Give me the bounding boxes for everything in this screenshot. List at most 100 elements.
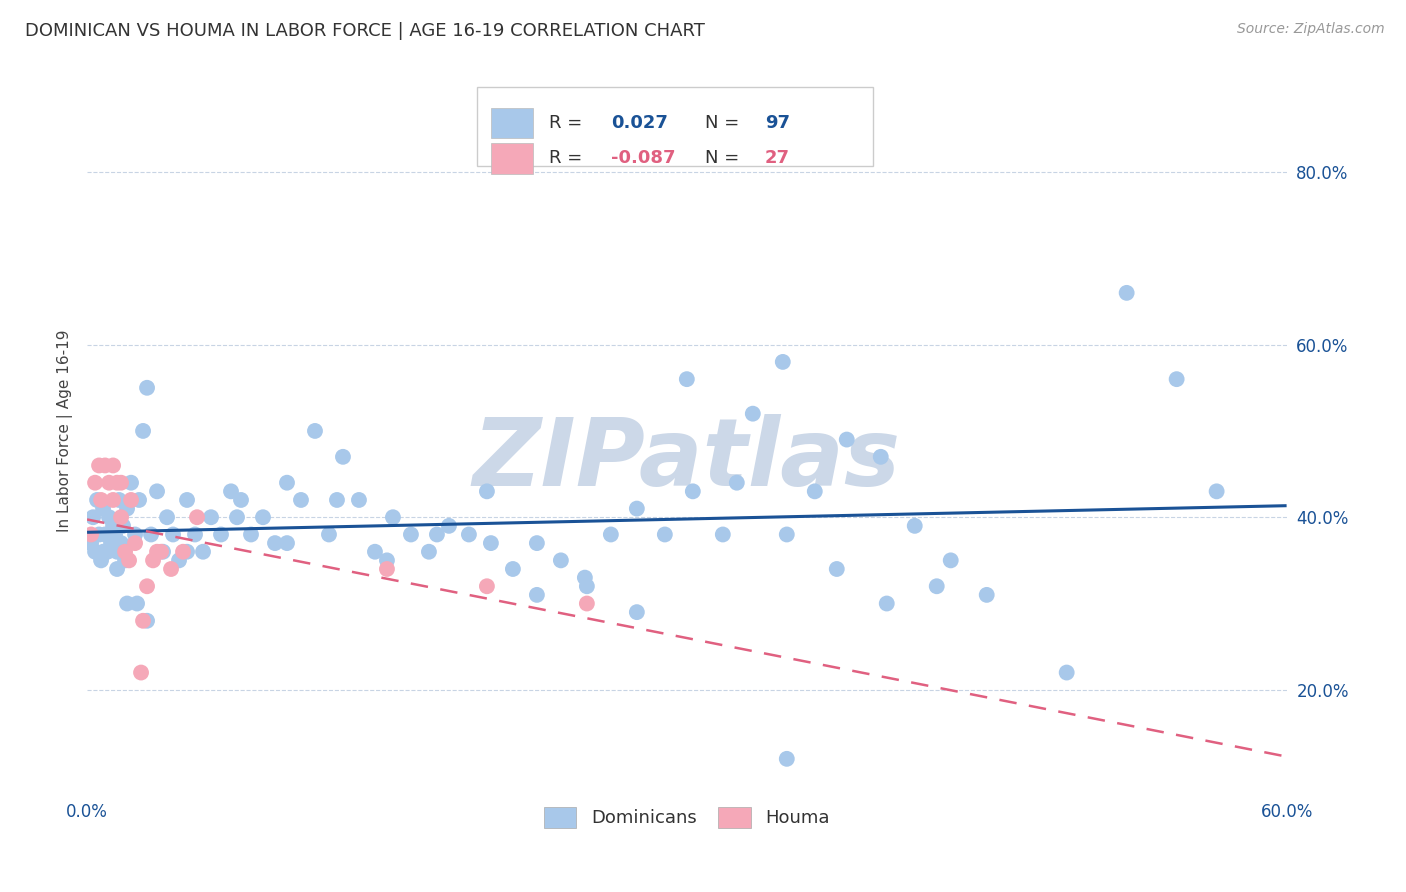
Point	[101, 458, 124, 473]
Point	[326, 492, 349, 507]
Point	[160, 562, 183, 576]
Point	[115, 501, 138, 516]
Point	[90, 553, 112, 567]
Point	[114, 545, 136, 559]
Point	[152, 545, 174, 559]
Point	[626, 605, 648, 619]
FancyBboxPatch shape	[491, 144, 533, 174]
Point	[156, 510, 179, 524]
Point	[136, 579, 159, 593]
Point	[526, 536, 548, 550]
Point	[94, 527, 117, 541]
Point	[98, 510, 121, 524]
Point	[475, 484, 498, 499]
Point	[772, 355, 794, 369]
Point	[176, 545, 198, 559]
Point	[676, 372, 699, 386]
Text: DOMINICAN VS HOUMA IN LABOR FORCE | AGE 16-19 CORRELATION CHART: DOMINICAN VS HOUMA IN LABOR FORCE | AGE …	[25, 22, 706, 40]
Point	[94, 458, 117, 473]
Point	[252, 510, 274, 524]
Point	[80, 527, 103, 541]
Point	[86, 492, 108, 507]
Point	[381, 510, 404, 524]
Point	[825, 562, 848, 576]
Point	[200, 510, 222, 524]
Point	[229, 492, 252, 507]
Point	[458, 527, 481, 541]
Point	[146, 484, 169, 499]
Point	[112, 519, 135, 533]
Point	[118, 553, 141, 567]
Point	[835, 433, 858, 447]
Point	[114, 553, 136, 567]
Point	[96, 545, 118, 559]
Point	[399, 527, 422, 541]
Point	[776, 527, 799, 541]
Text: R =: R =	[548, 149, 582, 168]
Point	[90, 492, 112, 507]
Point	[550, 553, 572, 567]
Point	[150, 545, 173, 559]
Point	[804, 484, 827, 499]
Point	[124, 536, 146, 550]
Point	[96, 545, 118, 559]
Point	[939, 553, 962, 567]
Point	[139, 527, 162, 541]
Point	[240, 527, 263, 541]
Point	[925, 579, 948, 593]
Point	[184, 527, 207, 541]
Legend: Dominicans, Houma: Dominicans, Houma	[537, 800, 837, 835]
Text: -0.087: -0.087	[612, 149, 676, 168]
Point	[167, 553, 190, 567]
Point	[226, 510, 249, 524]
Point	[191, 545, 214, 559]
Point	[87, 458, 110, 473]
Point	[128, 492, 150, 507]
Point	[347, 492, 370, 507]
Point	[276, 475, 298, 490]
Point	[108, 492, 131, 507]
Point	[176, 492, 198, 507]
Text: R =: R =	[548, 114, 582, 132]
Point	[101, 492, 124, 507]
Point	[276, 536, 298, 550]
FancyBboxPatch shape	[477, 87, 873, 167]
Point	[1205, 484, 1227, 499]
Point	[209, 527, 232, 541]
Point	[475, 579, 498, 593]
Text: N =: N =	[704, 149, 740, 168]
Point	[290, 492, 312, 507]
Point	[136, 381, 159, 395]
Point	[711, 527, 734, 541]
Point	[575, 579, 598, 593]
Point	[526, 588, 548, 602]
Point	[146, 545, 169, 559]
Point	[418, 545, 440, 559]
Point	[318, 527, 340, 541]
Point	[725, 475, 748, 490]
Point	[575, 597, 598, 611]
Point	[682, 484, 704, 499]
Point	[129, 665, 152, 680]
Point	[125, 597, 148, 611]
Point	[364, 545, 387, 559]
Point	[375, 562, 398, 576]
Point	[574, 571, 596, 585]
Point	[654, 527, 676, 541]
Point	[162, 527, 184, 541]
Point	[626, 501, 648, 516]
Point	[976, 588, 998, 602]
Point	[98, 475, 121, 490]
Point	[437, 519, 460, 533]
Point	[84, 545, 107, 559]
Point	[479, 536, 502, 550]
Point	[869, 450, 891, 464]
Point	[132, 614, 155, 628]
Point	[82, 510, 104, 524]
Point	[110, 475, 132, 490]
Point	[375, 553, 398, 567]
Point	[132, 424, 155, 438]
Point	[1115, 285, 1137, 300]
Point	[1166, 372, 1188, 386]
FancyBboxPatch shape	[491, 108, 533, 138]
